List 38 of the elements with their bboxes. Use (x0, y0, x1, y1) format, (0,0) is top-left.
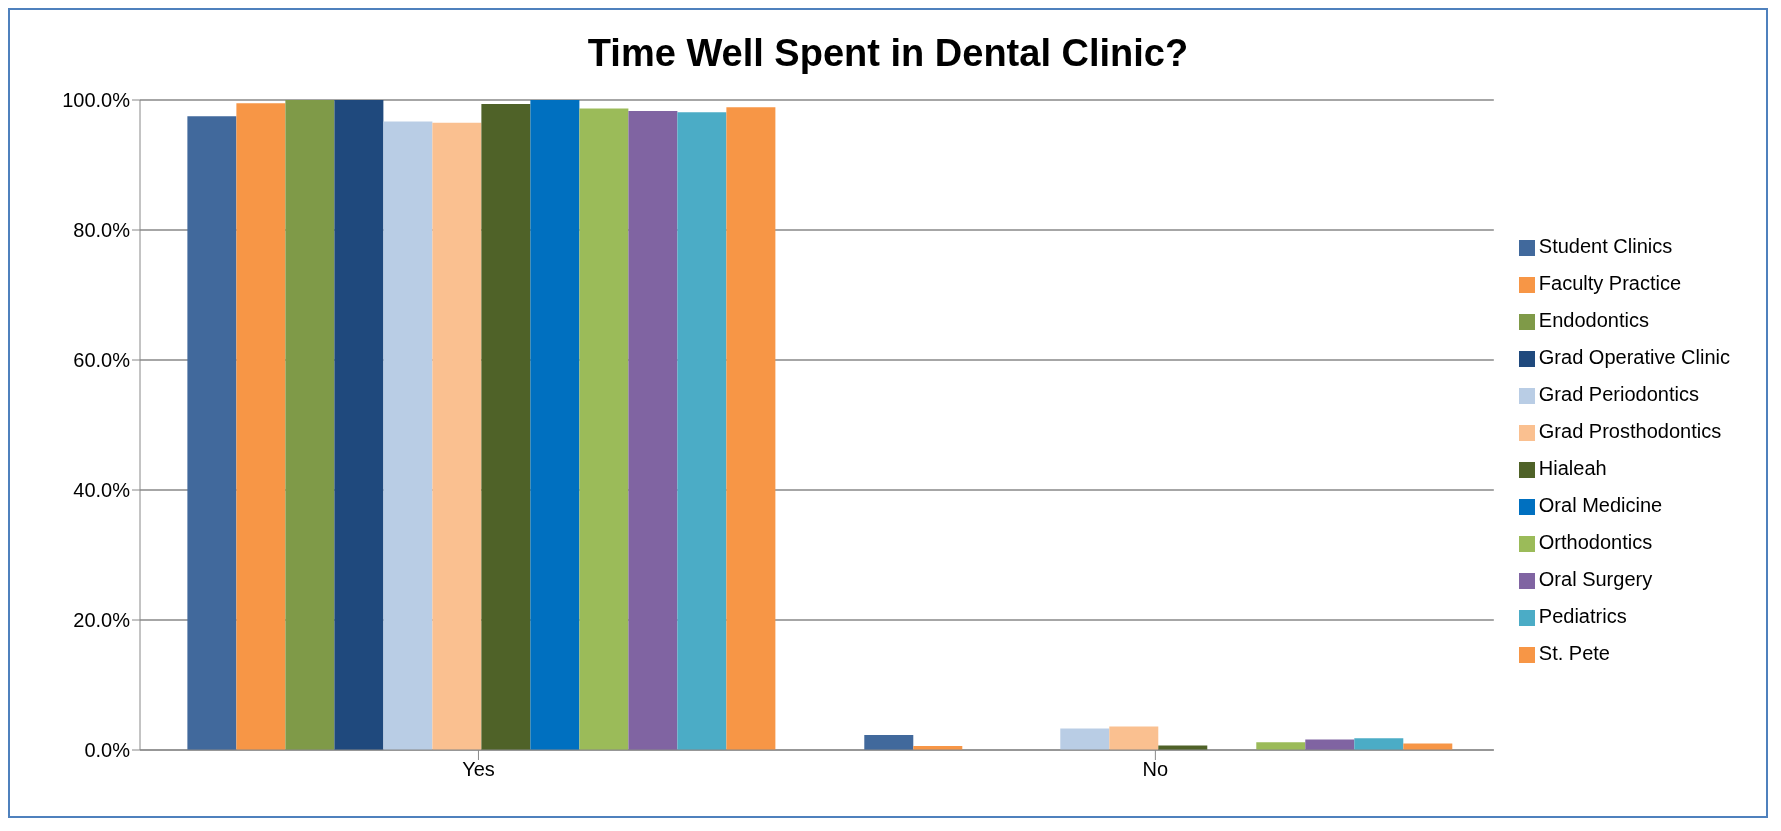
bar (285, 100, 335, 750)
x-tick-label: No (1142, 758, 1169, 781)
legend-label: St. Pete (1538, 642, 1610, 664)
y-tick-label: 100.0% (62, 89, 131, 112)
bar (579, 108, 629, 750)
y-tick-label: 0.0% (84, 739, 131, 762)
legend-label: Oral Surgery (1538, 568, 1653, 590)
legend-label: Faculty Practice (1538, 272, 1682, 294)
legend-label: Student Clinics (1538, 235, 1673, 257)
y-tick-label: 60.0% (73, 349, 131, 372)
bar (481, 103, 531, 750)
y-tick-label: 40.0% (73, 479, 131, 502)
bar (1060, 728, 1110, 750)
legend-label: Hialeah (1538, 457, 1607, 479)
legend-label: Endodontics (1538, 309, 1649, 331)
bar (1256, 742, 1306, 750)
bar (236, 103, 286, 750)
bar (334, 100, 384, 750)
legend-label: Pediatrics (1538, 605, 1627, 627)
x-tick-label: Yes (462, 758, 495, 781)
bar (432, 122, 482, 750)
bar (187, 116, 237, 750)
bar (1109, 726, 1159, 750)
bar (383, 121, 433, 750)
bar (530, 100, 580, 750)
bar (1354, 738, 1404, 750)
bar (864, 735, 914, 750)
bar (726, 107, 776, 750)
legend-label: Orthodontics (1538, 531, 1653, 553)
legend-label: Grad Periodontics (1538, 383, 1699, 405)
y-tick-label: 80.0% (73, 219, 131, 242)
legend-label: Grad Operative Clinic (1538, 346, 1730, 368)
chart-title: Time Well Spent in Dental Clinic? (586, 31, 1190, 76)
bar (628, 111, 678, 750)
legend-label: Grad Prosthodontics (1538, 420, 1722, 442)
bar (677, 112, 727, 750)
y-tick-label: 20.0% (73, 609, 131, 632)
legend-label: Oral Medicine (1538, 494, 1663, 516)
